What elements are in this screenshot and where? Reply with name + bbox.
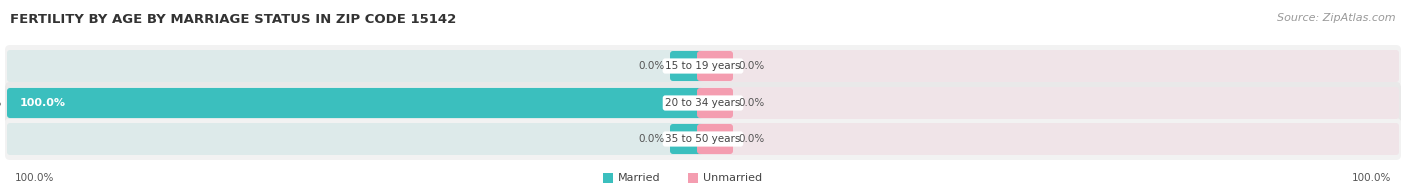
FancyBboxPatch shape [7, 50, 706, 82]
FancyBboxPatch shape [6, 82, 1400, 124]
Text: Married: Married [619, 173, 661, 183]
FancyBboxPatch shape [6, 45, 1400, 87]
FancyBboxPatch shape [6, 118, 1400, 160]
Text: 0.0%: 0.0% [638, 134, 665, 144]
FancyBboxPatch shape [671, 51, 706, 81]
FancyBboxPatch shape [688, 173, 697, 183]
Text: 0.0%: 0.0% [738, 134, 765, 144]
Text: 0.0%: 0.0% [638, 61, 665, 71]
Text: 0.0%: 0.0% [738, 98, 765, 108]
FancyBboxPatch shape [7, 123, 706, 155]
FancyBboxPatch shape [700, 87, 1399, 119]
Text: 100.0%: 100.0% [15, 173, 55, 183]
FancyBboxPatch shape [700, 50, 1399, 82]
Text: FERTILITY BY AGE BY MARRIAGE STATUS IN ZIP CODE 15142: FERTILITY BY AGE BY MARRIAGE STATUS IN Z… [10, 13, 457, 26]
Text: 15 to 19 years: 15 to 19 years [665, 61, 741, 71]
FancyBboxPatch shape [603, 173, 613, 183]
Text: 35 to 50 years: 35 to 50 years [665, 134, 741, 144]
Text: 0.0%: 0.0% [738, 61, 765, 71]
FancyBboxPatch shape [7, 87, 706, 119]
FancyBboxPatch shape [697, 51, 733, 81]
FancyBboxPatch shape [671, 124, 706, 154]
Text: Unmarried: Unmarried [703, 173, 762, 183]
Text: 100.0%: 100.0% [20, 98, 66, 108]
Text: 100.0%: 100.0% [1351, 173, 1391, 183]
FancyBboxPatch shape [700, 123, 1399, 155]
Text: Source: ZipAtlas.com: Source: ZipAtlas.com [1278, 13, 1396, 23]
FancyBboxPatch shape [697, 124, 733, 154]
FancyBboxPatch shape [7, 88, 706, 118]
Text: 100.0%: 100.0% [0, 98, 1, 108]
Text: 20 to 34 years: 20 to 34 years [665, 98, 741, 108]
FancyBboxPatch shape [697, 88, 733, 118]
